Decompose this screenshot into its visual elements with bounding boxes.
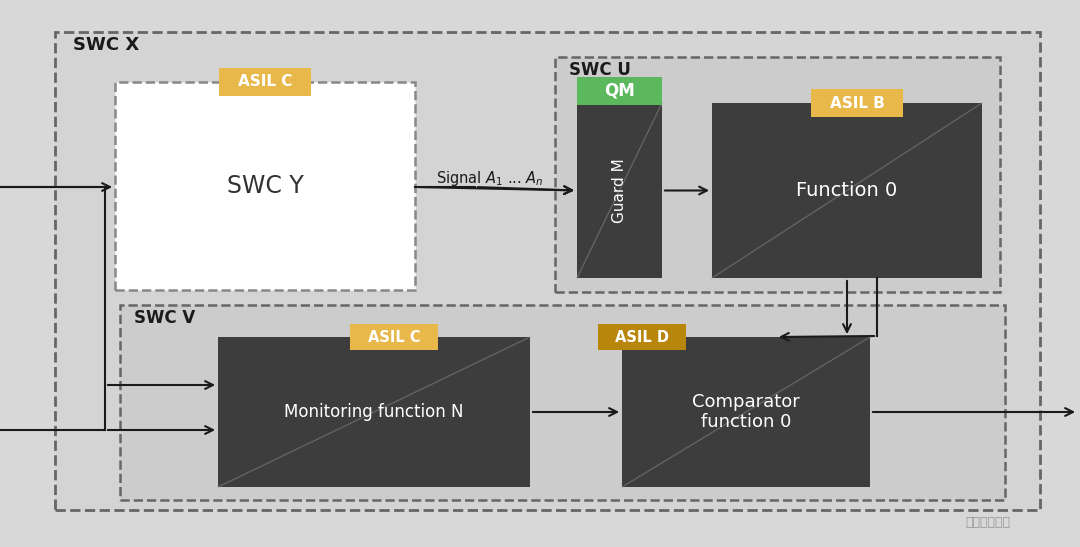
Bar [219,68,311,96]
Text: Comparator
function 0: Comparator function 0 [692,393,800,432]
Text: ASIL B: ASIL B [829,96,885,110]
Text: SWC U: SWC U [569,61,631,79]
Text: ASIL C: ASIL C [238,74,293,90]
Bar [114,82,415,290]
Bar [598,324,686,350]
Text: Signal $A_1$ ... $A_n$: Signal $A_1$ ... $A_n$ [436,169,544,188]
Text: Guard M: Guard M [612,158,627,223]
Text: ASIL C: ASIL C [367,329,420,345]
Text: SWC Y: SWC Y [227,174,303,198]
Bar [811,89,903,117]
Bar [555,57,1000,292]
Text: ASIL D: ASIL D [615,329,669,345]
Bar [350,324,438,350]
Text: 焉知自动驾驶: 焉知自动驾驶 [966,516,1010,529]
Bar [577,77,662,105]
Text: SWC X: SWC X [73,36,139,54]
Bar [622,337,870,487]
Text: Monitoring function N: Monitoring function N [284,403,463,421]
Text: QM: QM [604,82,635,100]
Text: Function 0: Function 0 [796,181,897,200]
Text: SWC V: SWC V [134,309,195,327]
Bar [120,305,1005,500]
Bar [55,32,1040,510]
Bar [218,337,530,487]
Bar [712,103,982,278]
Bar [577,103,662,278]
